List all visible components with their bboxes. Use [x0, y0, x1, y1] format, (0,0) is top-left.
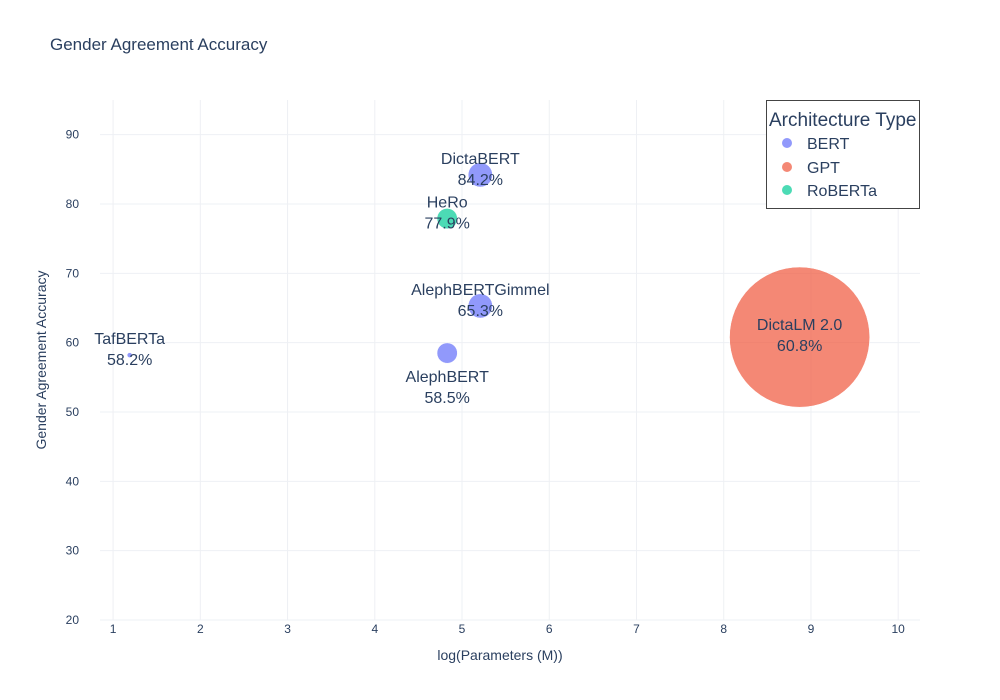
x-tick-label: 5 [459, 622, 466, 636]
y-tick-label: 20 [66, 613, 80, 627]
point-dictabert[interactable] [467, 162, 493, 188]
x-tick-label: 9 [808, 622, 815, 636]
y-tick-label: 40 [66, 474, 80, 488]
point-name-hero: HeRo [427, 195, 468, 212]
point-value-dictabert: 84.2% [458, 172, 503, 189]
x-tick-label: 4 [371, 622, 378, 636]
y-tick-label: 60 [66, 336, 80, 350]
point-hero[interactable] [436, 208, 458, 229]
x-tick-label: 3 [284, 622, 291, 636]
legend-label-bert: BERT [807, 136, 850, 153]
x-tick-label: 7 [633, 622, 640, 636]
point-name-dictabert: DictaBERT [441, 151, 520, 168]
y-tick-label: 80 [66, 197, 80, 211]
x-tick-label: 8 [720, 622, 727, 636]
point-name-dictalm-2-0: DictaLM 2.0 [757, 317, 842, 334]
legend-label-gpt: GPT [807, 160, 840, 177]
chart-title: Gender Agreement Accuracy [50, 35, 268, 54]
legend-marker-bert [782, 138, 792, 148]
point-value-alephbert: 58.5% [425, 390, 470, 407]
legend-item-bert[interactable]: BERT [782, 136, 850, 153]
point-tafberta[interactable] [126, 352, 133, 358]
y-tick-label: 50 [66, 405, 80, 419]
legend-item-gpt[interactable]: GPT [782, 160, 840, 177]
tick-labels: 1 2 3 4 5 6 7 8 9 10 20 30 40 50 60 70 80 90 [66, 128, 906, 636]
legend-marker-gpt [782, 162, 792, 172]
point-name-tafberta: TafBERTa [94, 331, 165, 348]
legend-label-roberta: RoBERTa [807, 183, 877, 200]
y-tick-label: 90 [66, 128, 80, 142]
gridlines [100, 100, 920, 621]
point-name-alephbert: AlephBERT [406, 369, 490, 386]
legend-item-roberta[interactable]: RoBERTa [782, 183, 877, 200]
y-axis-title: Gender Agreement Accuracy [33, 271, 49, 450]
point-value-alephbertgimmel: 65.3% [458, 303, 503, 320]
point-name-alephbertgimmel: AlephBERTGimmel [411, 282, 549, 299]
x-axis-title: log(Parameters (M)) [437, 647, 562, 663]
y-tick-label: 70 [66, 266, 80, 280]
point-value-tafberta: 58.2% [107, 352, 152, 369]
legend-marker-roberta [782, 185, 792, 195]
legend-title: Architecture Type [769, 110, 917, 131]
legend-box [766, 100, 920, 209]
data-points [126, 162, 870, 408]
point-dictalm-2-0[interactable] [729, 266, 870, 408]
point-value-hero: 77.9% [425, 216, 470, 233]
x-tick-label: 6 [546, 622, 553, 636]
point-alephbertgimmel[interactable] [467, 293, 493, 319]
x-tick-label: 10 [892, 622, 906, 636]
x-tick-label: 1 [110, 622, 117, 636]
data-labels: DictaBERT 84.2% HeRo 77.9% AlephBERTGimmel 65… [94, 151, 842, 407]
x-tick-label: 2 [197, 622, 204, 636]
legend[interactable]: Architecture Type BERT GPT RoBERTa [766, 100, 920, 209]
point-value-dictalm-2-0: 60.8% [777, 338, 822, 355]
point-alephbert[interactable] [436, 342, 458, 364]
y-tick-label: 30 [66, 544, 80, 558]
